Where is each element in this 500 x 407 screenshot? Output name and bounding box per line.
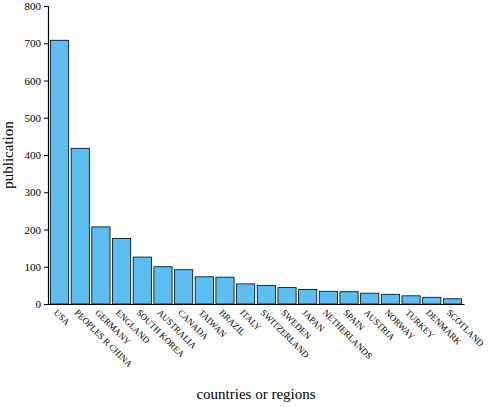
x-tick-label: USA [52, 308, 72, 328]
y-tick-label: 400 [25, 149, 42, 161]
bars [50, 40, 461, 304]
bar [278, 288, 296, 304]
x-tick: SCOTLAND [445, 304, 486, 349]
x-tick: JAPAN [300, 304, 327, 334]
x-axis: USAPEOPLES R CHINAGERMANYENGLANDSOUTH KO… [49, 304, 487, 369]
plot: 0 100 200 300 400 500 600 700 800 USAPEOPLES R CH… [25, 0, 487, 369]
bar [299, 289, 317, 304]
y-tick: 700 [25, 37, 49, 49]
y-tick-mark [44, 155, 48, 156]
y-axis: 0 100 200 300 400 500 600 700 800 [25, 0, 49, 310]
y-tick-label: 700 [25, 37, 42, 49]
y-tick-mark [44, 230, 48, 231]
bar [319, 291, 337, 304]
x-tick: USA [52, 304, 72, 328]
y-tick: 0 [36, 298, 49, 310]
x-tick: ITALY [238, 304, 263, 333]
y-tick-label: 0 [36, 298, 42, 310]
bar [237, 284, 255, 304]
y-tick-label: 200 [25, 224, 42, 236]
bar [361, 293, 379, 304]
y-tick-label: 800 [25, 0, 42, 12]
x-tick-label: SPAIN [341, 308, 366, 333]
y-tick-mark [44, 118, 48, 119]
bar [402, 296, 420, 304]
bar [92, 227, 110, 304]
y-tick: 600 [25, 75, 49, 87]
y-tick-label: 300 [25, 186, 42, 198]
y-axis-title: publication [0, 121, 16, 189]
chart: 0 100 200 300 400 500 600 700 800 USAPEOPLES R CH… [0, 0, 500, 407]
y-axis-line [44, 7, 49, 305]
x-axis-line [49, 304, 465, 305]
y-tick: 300 [25, 186, 49, 198]
bar [133, 257, 151, 304]
y-tick: 100 [25, 261, 49, 273]
y-tick-mark [44, 81, 48, 82]
bar [195, 277, 213, 304]
bar [154, 267, 172, 304]
y-tick: 400 [25, 149, 49, 161]
y-tick-mark [44, 192, 48, 193]
x-tick-label: SCOTLAND [445, 308, 486, 349]
bar [175, 270, 193, 304]
x-axis-title: countries or regions [196, 386, 315, 402]
y-tick-label: 600 [25, 75, 42, 87]
y-tick: 200 [25, 224, 49, 236]
y-tick-mark [44, 43, 48, 44]
bar [113, 238, 131, 304]
y-tick-label: 500 [25, 112, 42, 124]
bar [340, 292, 358, 304]
bar [381, 294, 399, 304]
bar [423, 297, 441, 304]
x-tick: SPAIN [341, 304, 366, 333]
y-tick-mark [44, 304, 48, 305]
bar [71, 148, 89, 304]
y-tick: 800 [25, 0, 49, 12]
x-tick-label: ITALY [238, 308, 263, 333]
y-tick-mark [44, 267, 48, 268]
y-tick-mark [44, 6, 48, 7]
bar [50, 40, 68, 304]
y-tick-label: 100 [25, 261, 42, 273]
bar [216, 277, 234, 304]
bar [443, 299, 461, 304]
bar [257, 285, 275, 304]
y-tick: 500 [25, 112, 49, 124]
